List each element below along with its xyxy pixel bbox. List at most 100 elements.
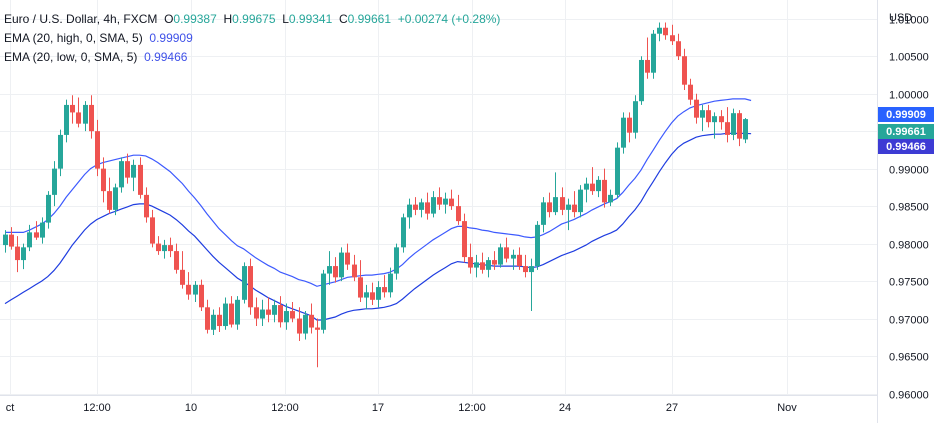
candle-down — [150, 209, 155, 248]
open-key: O — [164, 12, 174, 26]
candle-body — [15, 246, 20, 261]
candles — [3, 22, 748, 368]
candle-body — [40, 222, 45, 238]
candle-up — [431, 191, 436, 218]
candle-body — [315, 327, 320, 330]
time-tick-label: 10 — [185, 402, 197, 414]
open-value: 0.99387 — [173, 12, 217, 26]
candle-body — [119, 161, 124, 188]
candle-body — [694, 99, 699, 118]
candle-up — [596, 176, 601, 198]
high-value: 0.99675 — [232, 12, 276, 26]
candle-up — [284, 303, 289, 330]
candle-down — [352, 254, 357, 282]
candle-body — [663, 27, 668, 36]
candle-body — [83, 104, 88, 124]
candle-down — [15, 236, 20, 273]
low-key: L — [282, 12, 289, 26]
candle-body — [743, 119, 748, 140]
candle-body — [260, 309, 265, 319]
candle-body — [352, 264, 357, 278]
candle-up — [52, 161, 57, 207]
price-tick-label: 0.98500 — [889, 202, 929, 214]
candle-body — [3, 234, 8, 246]
candle-body — [217, 314, 222, 327]
candle-down — [156, 236, 161, 255]
candle-down — [468, 243, 473, 274]
price-tags: 0.99909 0.99661 0.99466 — [878, 107, 934, 154]
candle-body — [498, 247, 503, 265]
candle-down — [199, 279, 204, 312]
candle-up — [388, 267, 393, 298]
candle-body — [186, 284, 191, 295]
candle-up — [119, 157, 124, 193]
candle-down — [138, 157, 143, 199]
candle-down — [315, 318, 320, 368]
ema-high-row[interactable]: EMA (20, high, 0, SMA, 5) 0.99909 — [4, 29, 500, 48]
candle-body — [34, 232, 39, 238]
price-axis[interactable]: USD 1.010001.005001.000000.995000.990000… — [877, 0, 940, 423]
candle-up — [474, 254, 479, 278]
candle-body — [58, 134, 63, 169]
candle-body — [578, 189, 583, 213]
candle-body — [52, 168, 57, 195]
candle-body — [608, 194, 613, 203]
candle-up — [376, 281, 381, 308]
candle-down — [101, 157, 106, 203]
candle-body — [443, 198, 448, 205]
candle-body — [615, 147, 620, 195]
candle-down — [437, 187, 442, 210]
candle-body — [437, 197, 442, 205]
candle-body — [370, 292, 375, 300]
price-tick-label: 0.96500 — [889, 352, 929, 364]
time-tick-label: 27 — [666, 402, 678, 414]
candle-body — [700, 110, 705, 118]
price-tick-label: 0.96000 — [889, 390, 929, 402]
candle-body — [712, 116, 717, 123]
candle-body — [242, 266, 247, 300]
candle-down — [76, 97, 81, 128]
candle-body — [407, 204, 412, 218]
candle-up — [211, 309, 216, 336]
candle-body — [70, 104, 75, 113]
candle-body — [333, 266, 338, 278]
price-tag-label: 0.99909 — [886, 109, 926, 121]
price-tick-label: 0.97500 — [889, 277, 929, 289]
candle-body — [272, 305, 277, 315]
candle-body — [682, 56, 687, 85]
candle-body — [547, 202, 552, 213]
candle-down — [174, 243, 179, 274]
candle-body — [725, 122, 730, 135]
candle-body — [553, 197, 558, 213]
candle-down — [370, 282, 375, 306]
candle-body — [676, 41, 681, 57]
candle-up — [529, 258, 534, 312]
candle-down — [602, 168, 607, 208]
candle-body — [199, 284, 204, 308]
time-axis[interactable]: ct 12:00 10 12:00 17 12:00 24 27 Nov — [0, 395, 877, 415]
candle-body — [150, 217, 155, 244]
price-tag-bg — [878, 139, 934, 154]
candle-body — [535, 224, 540, 267]
candle-body — [21, 247, 26, 261]
time-tick-label: ct — [6, 402, 15, 414]
candle-body — [9, 234, 14, 247]
candle-body — [449, 198, 454, 207]
candle-up — [651, 29, 656, 79]
candle-body — [364, 292, 369, 298]
candle-up — [743, 118, 748, 144]
candle-up — [712, 112, 717, 139]
candle-up — [303, 311, 308, 340]
candle-up — [162, 239, 167, 259]
candle-body — [602, 179, 607, 203]
candle-up — [83, 101, 88, 132]
candle-down — [462, 213, 467, 263]
ema-low-value: 0.99466 — [144, 50, 188, 64]
candle-down — [144, 187, 149, 223]
candle-body — [456, 206, 461, 222]
candle-body — [101, 168, 106, 192]
candle-body — [339, 252, 344, 278]
ema-low-row[interactable]: EMA (20, low, 0, SMA, 5) 0.99466 — [4, 48, 500, 67]
candle-down — [382, 275, 387, 298]
